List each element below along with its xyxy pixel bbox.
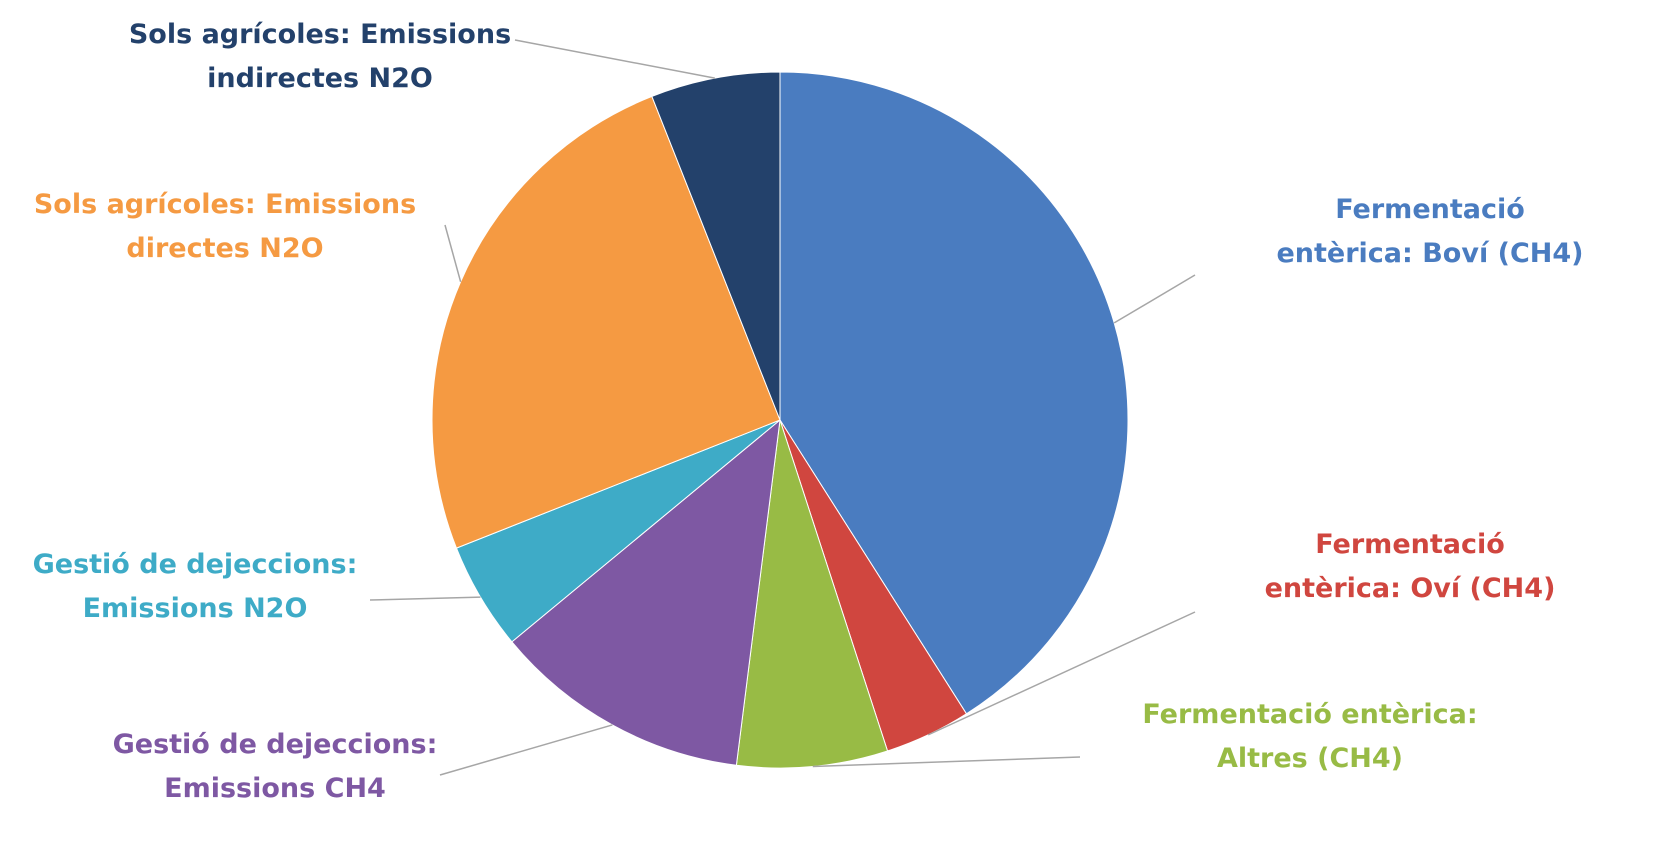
- slice-label: Sols agrícoles: Emissions indirectes N2O: [128, 19, 512, 94]
- pie-slice: [511, 418, 781, 766]
- slice-label: Gestió de dejeccions: Emissions CH4: [112, 729, 438, 804]
- slice-label: Gestió de dejeccions: Emissions N2O: [32, 549, 358, 624]
- leader-line: [444, 224, 462, 282]
- pie-slice: [735, 419, 889, 769]
- slice-label: Fermentació entèrica: Boví (CH4): [1276, 194, 1584, 269]
- slice-label: Fermentació entèrica: Oví (CH4): [1264, 529, 1556, 604]
- leader-line: [1113, 274, 1196, 324]
- slice-label: Sols agrícoles: Emissions directes N2O: [33, 189, 417, 264]
- slice-label: Fermentació entèrica: Altres (CH4): [1142, 699, 1478, 774]
- leader-line: [514, 39, 715, 79]
- leader-line: [812, 756, 1081, 768]
- leader-line: [439, 724, 613, 776]
- leader-line: [369, 596, 481, 601]
- pie-slice: [651, 71, 781, 421]
- leader-line: [927, 611, 1196, 736]
